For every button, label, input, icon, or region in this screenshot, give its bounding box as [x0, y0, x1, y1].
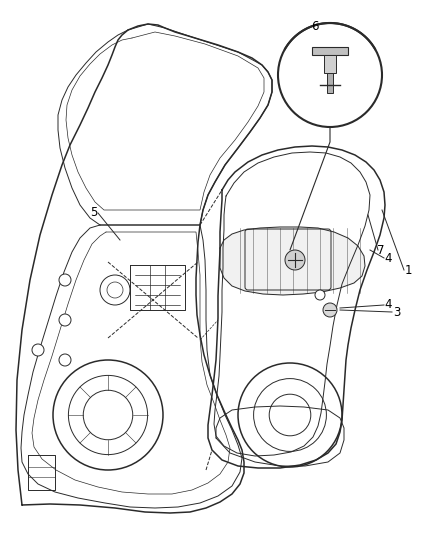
- Circle shape: [59, 354, 71, 366]
- Text: 4: 4: [384, 252, 392, 264]
- Circle shape: [323, 303, 337, 317]
- Text: 7: 7: [377, 244, 385, 256]
- Circle shape: [59, 274, 71, 286]
- Polygon shape: [220, 227, 365, 295]
- Bar: [327, 73, 333, 93]
- Text: 5: 5: [90, 206, 98, 220]
- Bar: [312, 47, 348, 55]
- Circle shape: [285, 250, 305, 270]
- Text: 1: 1: [404, 263, 412, 277]
- Circle shape: [315, 290, 325, 300]
- Text: 6: 6: [311, 20, 319, 34]
- Text: 4: 4: [384, 298, 392, 311]
- Circle shape: [59, 314, 71, 326]
- Text: 3: 3: [393, 305, 401, 319]
- Circle shape: [278, 23, 382, 127]
- Circle shape: [32, 344, 44, 356]
- Bar: [324, 55, 336, 73]
